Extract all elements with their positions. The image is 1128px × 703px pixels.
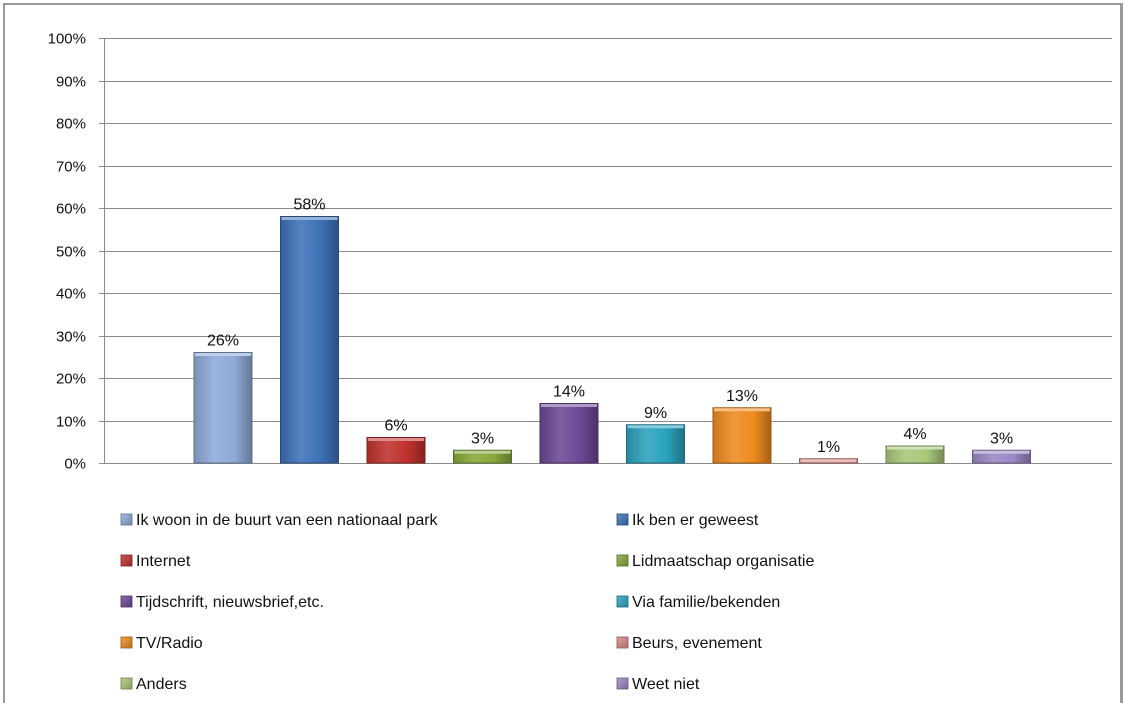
legend-swatch <box>616 677 629 690</box>
data-labels: 26% 58% 6% 3% 14% 9% 13% 1% 4% 3% <box>207 197 1013 456</box>
y-tick-label: 70% <box>56 159 86 176</box>
legend-label: Ik woon in de buurt van een nationaal pa… <box>136 512 439 529</box>
legend-label: Via familie/bekenden <box>632 594 780 611</box>
y-tick-label: 0% <box>64 456 86 473</box>
bar-highlight <box>887 446 943 450</box>
legend-swatch <box>616 513 629 526</box>
y-tick-label: 50% <box>56 244 86 261</box>
data-label: 9% <box>644 405 667 422</box>
legend-label: Ik ben er geweest <box>632 512 759 529</box>
y-tick-label: 10% <box>56 414 86 431</box>
legend-swatch <box>120 636 133 649</box>
data-label: 3% <box>990 430 1013 447</box>
legend-swatch <box>120 677 133 690</box>
bar-highlight <box>195 353 251 356</box>
legend-swatch <box>120 595 133 608</box>
y-tick-label: 20% <box>56 371 86 388</box>
bar <box>626 424 685 464</box>
legend-label: TV/Radio <box>136 635 203 652</box>
bar <box>539 403 599 464</box>
bar-highlight <box>281 217 338 220</box>
y-tick-label: 30% <box>56 329 86 346</box>
bar <box>366 437 426 464</box>
legend-swatch <box>616 636 629 649</box>
bars <box>193 216 1031 464</box>
bar <box>280 216 339 464</box>
y-tick-label: 100% <box>48 31 86 48</box>
legend: Ik woon in de buurt van een nationaal pa… <box>120 512 814 693</box>
data-label: 3% <box>471 430 494 447</box>
legend-swatch <box>616 595 629 608</box>
legend-label: Tijdschrift, nieuwsbrief,etc. <box>136 594 324 611</box>
y-tick-label: 40% <box>56 286 86 303</box>
bar <box>193 352 253 464</box>
data-label: 58% <box>293 197 325 214</box>
data-label: 26% <box>207 333 239 350</box>
y-tick-label: 60% <box>56 201 86 218</box>
bar-highlight <box>714 408 770 412</box>
data-label: 6% <box>384 418 407 435</box>
bar-highlight <box>368 438 424 441</box>
y-tick-label: 90% <box>56 74 86 91</box>
y-tick-label: 80% <box>56 116 86 133</box>
bar <box>885 445 945 464</box>
bar-highlight <box>800 459 857 463</box>
data-label: 14% <box>553 384 585 401</box>
legend-swatch <box>616 554 629 567</box>
legend-label: Lidmaatschap organisatie <box>632 553 814 570</box>
legend-swatch <box>120 554 133 567</box>
bar <box>712 407 772 464</box>
bar-highlight <box>627 425 684 429</box>
bar-highlight <box>454 450 511 454</box>
legend-label: Beurs, evenement <box>632 635 762 652</box>
legend-label: Internet <box>136 553 191 570</box>
data-label: 4% <box>903 426 926 443</box>
legend-swatch <box>120 513 133 526</box>
chart-frame <box>3 3 1123 703</box>
bar-highlight <box>973 450 1030 454</box>
data-label: 1% <box>817 439 840 456</box>
legend-label: Anders <box>136 676 187 693</box>
legend-label: Weet niet <box>632 676 700 693</box>
gridlines <box>99 38 1112 464</box>
y-axis-tick-labels: 0% 10% 20% 30% 40% 50% 60% 70% 80% 90% 100% <box>48 31 86 473</box>
bar-highlight <box>541 404 597 407</box>
data-label: 13% <box>726 388 758 405</box>
